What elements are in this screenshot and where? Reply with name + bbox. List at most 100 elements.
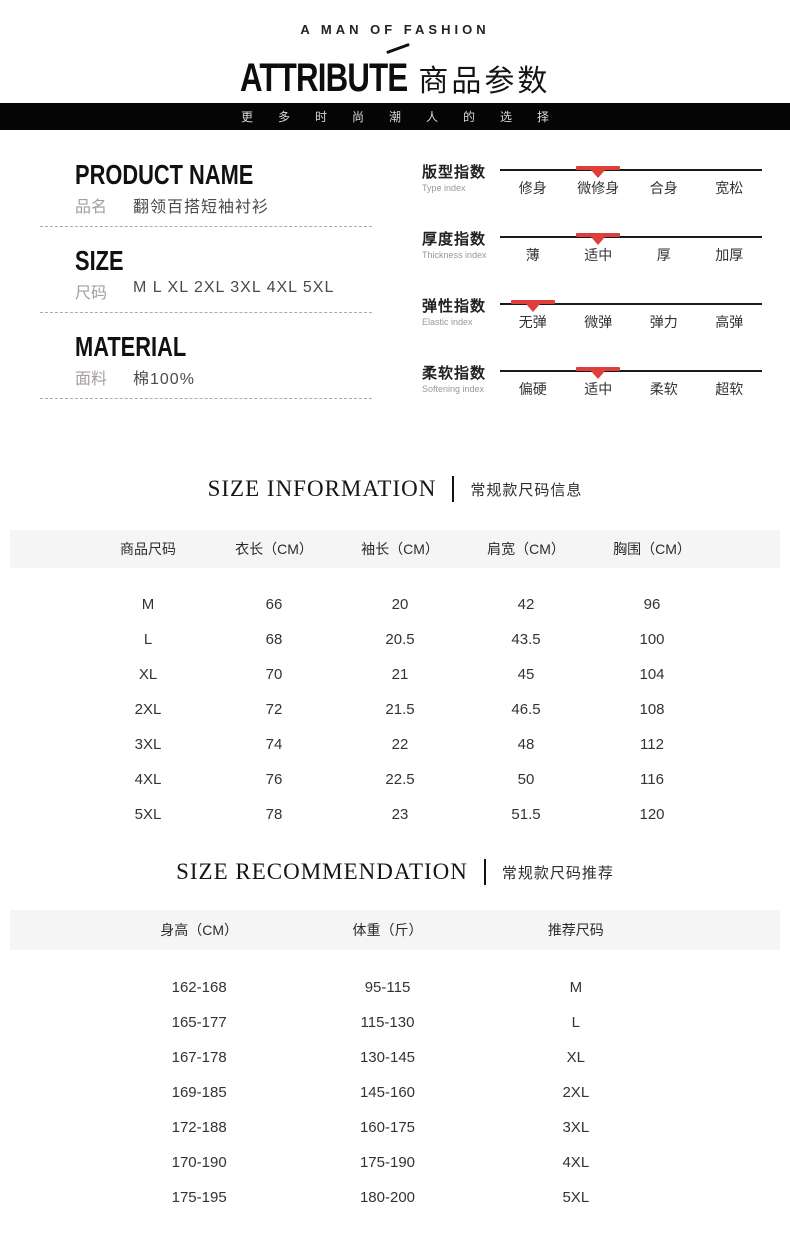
slash-icon — [386, 42, 410, 55]
table-cell: M — [569, 979, 583, 996]
field-material: MATERIAL 面料 棉100% — [40, 324, 372, 399]
table-row: 4XL 76 22.5 50 116 — [85, 762, 715, 797]
field-heading: PRODUCT NAME — [75, 159, 254, 190]
heading-divider — [452, 476, 455, 502]
table-row: 172-188 160-175 3XL — [105, 1110, 670, 1145]
scale-option: 合身 — [649, 180, 678, 196]
scale-elastic-index: 弹性指数 Elastic index 无弹 微弹 弹力 高弹 — [422, 294, 762, 356]
table-cell: 78 — [265, 806, 283, 823]
field-heading: MATERIAL — [75, 331, 187, 362]
scale-option: 厚 — [656, 247, 671, 263]
scale-title: 版型指数 — [422, 164, 487, 181]
table-cell: 体重（斤） — [352, 922, 423, 938]
table-cell: 20 — [391, 596, 409, 613]
brand-tagline: A MAN OF FASHION — [300, 22, 490, 37]
scale-options: 薄 适中 厚 加厚 — [500, 245, 762, 265]
table-cell: 165-177 — [171, 1014, 227, 1031]
table-cell: 46.5 — [511, 701, 541, 718]
scale-thickness-index: 厚度指数 Thickness index 薄 适中 厚 加厚 — [422, 227, 762, 289]
field-label: 面料 — [75, 371, 108, 388]
scale-option: 偏硬 — [518, 381, 547, 397]
size-reco-table-body: 162-168 95-115 M 165-177 115-130 L 167-178 130-… — [10, 950, 780, 1215]
table-cell: 115-130 — [360, 1014, 415, 1031]
scale-line — [500, 370, 762, 372]
table-cell: 5XL — [134, 806, 162, 823]
table-cell: L — [143, 631, 153, 648]
table-cell: 袖长（CM） — [361, 541, 439, 557]
scale-option: 薄 — [525, 247, 540, 263]
table-cell: M — [141, 596, 155, 613]
table-cell: 116 — [640, 771, 664, 788]
table-cell: 50 — [517, 771, 535, 788]
page-title-zh: 商品参数 — [418, 65, 551, 98]
table-cell: 104 — [639, 666, 665, 683]
scale-softening-index: 柔软指数 Softening index 偏硬 适中 柔软 超软 — [422, 361, 762, 423]
table-cell: 23 — [391, 806, 409, 823]
scale-option: 微修身 — [577, 180, 620, 196]
size-reco-table-header: 身高（CM） 体重（斤） 推荐尺码 — [10, 910, 780, 950]
scale-option: 超软 — [715, 381, 744, 397]
table-cell: 95-115 — [364, 979, 411, 996]
table-cell: 42 — [517, 596, 535, 613]
banner-slogan: 更多时尚潮人的选择 — [240, 110, 574, 124]
table-row: 167-178 130-145 XL — [105, 1040, 670, 1075]
scale-marker-icon — [510, 300, 555, 312]
banner: 更多时尚潮人的选择 — [0, 103, 790, 130]
table-row: 170-190 175-190 4XL — [105, 1145, 670, 1180]
table-cell: 20.5 — [385, 631, 415, 648]
table-cell: 180-200 — [359, 1189, 416, 1206]
size-info-table-header: 商品尺码 衣长（CM） 袖长（CM） 肩宽（CM） 胸围（CM） — [10, 530, 780, 568]
heading-divider — [483, 859, 486, 885]
section-title-zh: 常规款尺码信息 — [470, 481, 583, 499]
table-cell: 身高（CM） — [160, 922, 239, 938]
field-product-name: PRODUCT NAME 品名 翻领百搭短袖衬衫 — [40, 152, 372, 227]
table-cell: 68 — [265, 631, 283, 648]
table-cell: 22 — [391, 736, 409, 753]
scale-line — [500, 236, 762, 238]
table-cell: 108 — [639, 701, 665, 718]
scale-subtitle: Thickness index — [422, 250, 487, 260]
page-title-en: ATTRIBUTE — [239, 56, 408, 100]
scale-marker-icon — [576, 367, 621, 379]
scale-option: 宽松 — [715, 180, 744, 196]
section-title-zh: 常规款尺码推荐 — [501, 864, 614, 882]
table-cell: 162-168 — [171, 979, 227, 996]
scale-track: 偏硬 适中 柔软 超软 — [500, 361, 762, 423]
scale-track: 无弹 微弹 弹力 高弹 — [500, 294, 762, 356]
table-cell: 3XL — [134, 736, 162, 753]
table-cell: 衣长（CM） — [235, 541, 313, 557]
table-row: 5XL 78 23 51.5 120 — [85, 797, 715, 832]
table-cell: 70 — [265, 666, 283, 683]
table-row: M 66 20 42 96 — [85, 587, 715, 622]
section-title-en: SIZE INFORMATION — [207, 476, 437, 501]
scale-option: 高弹 — [715, 314, 744, 330]
table-cell: 170-190 — [171, 1154, 227, 1171]
scale-track: 薄 适中 厚 加厚 — [500, 227, 762, 289]
scale-option: 微弹 — [584, 314, 613, 330]
table-cell: 肩宽（CM） — [487, 541, 565, 557]
scale-option: 适中 — [584, 381, 613, 397]
section-title-en: SIZE RECOMMENDATION — [176, 859, 468, 884]
page-title: ATTRIBUTE 商品参数 — [0, 56, 790, 101]
table-cell: 4XL — [562, 1154, 590, 1171]
scale-options: 偏硬 适中 柔软 超软 — [500, 379, 762, 399]
table-cell: 43.5 — [511, 631, 541, 648]
scale-options: 修身 微修身 合身 宽松 — [500, 178, 762, 198]
scale-marker-icon — [576, 233, 621, 245]
field-size: SIZE 尺码 M L XL 2XL 3XL 4XL 5XL — [40, 238, 372, 313]
table-cell: 96 — [643, 596, 661, 613]
table-cell: 76 — [265, 771, 283, 788]
table-cell: 推荐尺码 — [547, 922, 604, 938]
scale-title: 厚度指数 — [422, 231, 487, 248]
field-heading: SIZE — [75, 245, 124, 276]
scale-option: 弹力 — [649, 314, 678, 330]
table-cell: 胸围（CM） — [613, 541, 691, 557]
table-cell: 商品尺码 — [120, 541, 176, 557]
table-cell: 5XL — [562, 1189, 590, 1206]
table-cell: 169-185 — [171, 1084, 227, 1101]
scale-option: 适中 — [584, 247, 613, 263]
table-cell: XL — [138, 666, 158, 683]
table-row: L 68 20.5 43.5 100 — [85, 622, 715, 657]
table-cell: 66 — [265, 596, 283, 613]
